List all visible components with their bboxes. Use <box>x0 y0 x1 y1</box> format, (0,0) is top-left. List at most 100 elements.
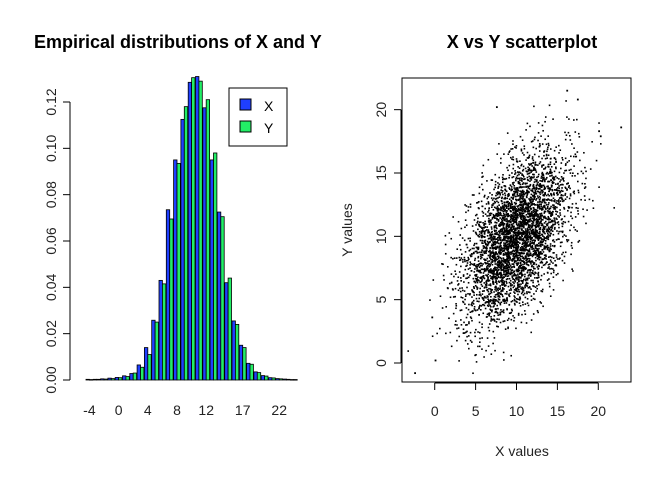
scatter-point <box>509 292 512 295</box>
scatter-point <box>492 302 495 305</box>
scatter-point <box>554 199 556 201</box>
scatter-point <box>497 301 500 304</box>
scatter-point <box>503 201 506 204</box>
scatter-point <box>467 209 470 212</box>
scatter-point <box>592 199 594 202</box>
scatter-point <box>513 214 515 217</box>
bar-y-4 <box>147 354 152 381</box>
scatter-point <box>503 206 505 208</box>
scatter-point <box>495 252 498 255</box>
scatter-point <box>549 157 552 160</box>
scatter-point <box>495 287 497 289</box>
scatter-point <box>501 229 503 231</box>
histogram-x-tick-label: 8 <box>173 402 181 418</box>
scatter-point <box>485 283 488 285</box>
scatter-point <box>491 255 493 258</box>
scatter-point <box>497 293 500 295</box>
scatter-point <box>531 157 534 160</box>
scatter-point <box>522 182 525 184</box>
scatter-point <box>457 276 460 279</box>
scatter-y-tick-label: 10 <box>373 228 389 244</box>
scatter-point <box>519 172 522 174</box>
scatter-point <box>517 252 520 254</box>
scatter-point <box>535 233 538 236</box>
scatter-point <box>510 311 513 314</box>
scatter-point <box>506 308 508 311</box>
scatter-point <box>548 221 550 223</box>
scatter-point <box>543 227 546 229</box>
scatter-point <box>479 271 482 274</box>
scatter-point <box>495 276 497 278</box>
scatter-point <box>505 282 508 284</box>
scatter-point <box>552 176 555 178</box>
scatter-point <box>482 297 485 300</box>
scatter-point <box>548 249 550 252</box>
scatter-point <box>579 159 581 162</box>
scatter-point <box>545 230 548 233</box>
scatter-point <box>479 341 481 343</box>
scatter-point <box>502 320 505 323</box>
scatter-point <box>503 204 506 207</box>
scatter-point <box>541 214 543 216</box>
scatter-point <box>532 184 535 187</box>
scatter-point <box>474 268 476 270</box>
scatter-point <box>551 227 554 229</box>
scatter-point <box>541 180 544 183</box>
scatter-point <box>515 327 517 330</box>
scatter-point <box>542 164 545 166</box>
scatter-point <box>539 228 541 231</box>
scatter-point <box>553 245 556 248</box>
scatter-point <box>509 220 512 223</box>
scatter-point <box>489 234 491 237</box>
scatter-point <box>510 235 512 238</box>
scatter-point <box>528 277 530 279</box>
scatter-point <box>500 274 502 277</box>
scatter-point <box>506 298 508 301</box>
scatter-point <box>463 332 466 334</box>
scatter-point <box>489 309 492 311</box>
scatter-point <box>517 293 519 296</box>
scatter-point <box>530 279 533 282</box>
scatter-point <box>567 239 570 241</box>
scatter-point <box>499 238 501 241</box>
scatter-point <box>503 218 506 221</box>
scatter-point <box>516 269 518 272</box>
scatter-point <box>539 212 541 215</box>
scatter-point <box>562 223 564 225</box>
scatter-point <box>469 254 472 256</box>
scatter-point <box>531 244 534 247</box>
scatter-point <box>547 230 550 233</box>
scatter-point <box>533 273 536 276</box>
scatter-point <box>530 179 533 181</box>
scatter-point <box>540 236 542 239</box>
scatter-point <box>559 245 562 248</box>
histogram-x-tick-label: 4 <box>144 402 152 418</box>
scatter-point <box>517 244 520 246</box>
scatter-point <box>540 224 543 227</box>
scatter-point <box>525 238 528 241</box>
scatter-point <box>490 252 493 254</box>
scatter-point <box>505 190 508 193</box>
scatter-point <box>538 203 541 206</box>
scatter-point <box>551 181 554 184</box>
scatter-point <box>546 261 548 263</box>
scatter-point <box>481 229 484 231</box>
scatter-point <box>498 288 501 291</box>
scatter-point <box>518 198 521 201</box>
scatter-point <box>511 300 514 302</box>
scatter-point <box>469 261 472 263</box>
scatter-point <box>503 320 506 322</box>
scatter-point <box>525 159 527 161</box>
scatter-point <box>499 221 502 224</box>
scatter-point <box>573 119 575 121</box>
scatter-point <box>517 312 520 315</box>
scatter-point <box>558 178 560 180</box>
scatter-point <box>523 221 525 223</box>
scatter-point <box>495 300 497 302</box>
scatter-point <box>541 189 544 192</box>
scatter-point <box>530 225 532 227</box>
scatter-point <box>501 230 504 232</box>
scatter-point <box>540 189 543 192</box>
scatter-point <box>525 218 527 221</box>
scatter-point <box>532 215 534 218</box>
